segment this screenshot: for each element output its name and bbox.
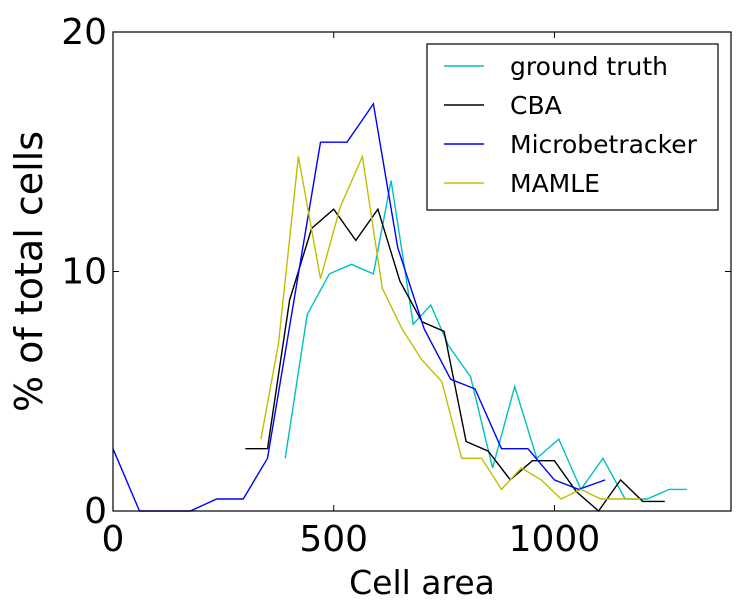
legend: ground truth CBA Microbetracker MAMLE bbox=[426, 43, 719, 211]
x-axis-label: Cell area bbox=[349, 563, 495, 602]
series-layer bbox=[112, 102, 687, 513]
y-tick-label: 20 bbox=[61, 12, 107, 53]
y-tick-label: 10 bbox=[61, 252, 107, 293]
x-tick-label: 1000 bbox=[509, 519, 601, 560]
y-tick-label: 0 bbox=[84, 491, 107, 532]
y-axis-label: % of total cells bbox=[7, 131, 51, 412]
series-line-3 bbox=[260, 154, 641, 500]
legend-label-0: ground truth bbox=[510, 52, 668, 81]
series-line-0 bbox=[284, 180, 687, 500]
series-line-2 bbox=[112, 102, 606, 512]
x-tick-label: 0 bbox=[102, 519, 125, 560]
legend-label-2: Microbetracker bbox=[510, 130, 698, 159]
x-tick-label: 500 bbox=[299, 519, 368, 560]
legend-label-3: MAMLE bbox=[510, 169, 600, 198]
series-line-1 bbox=[245, 207, 665, 513]
ticks-layer: 0 500 1000 0 10 20 bbox=[61, 12, 731, 560]
legend-label-1: CBA bbox=[510, 91, 562, 120]
